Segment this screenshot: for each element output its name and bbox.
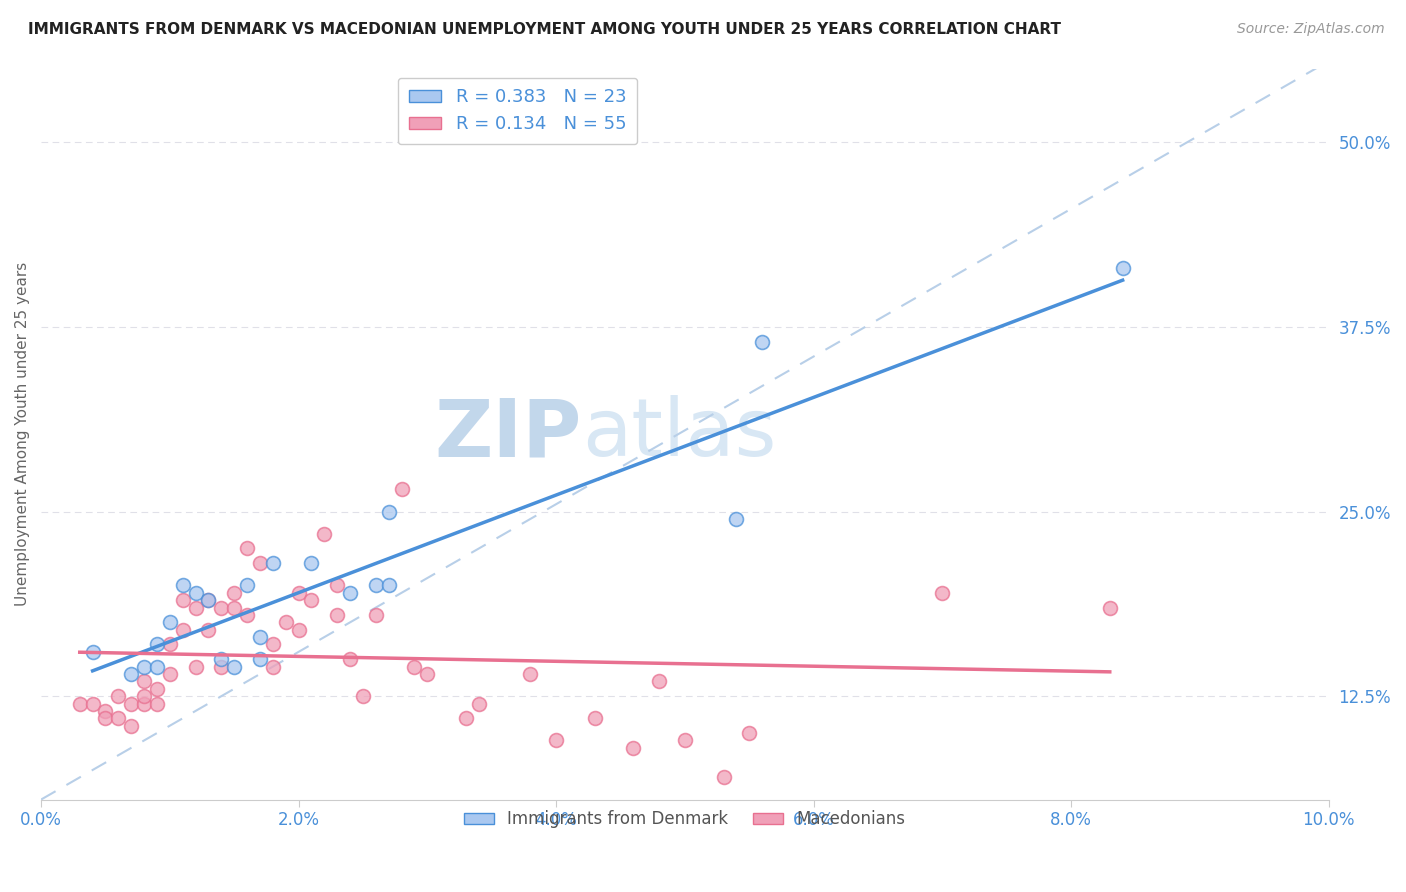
- Point: [197, 593, 219, 607]
- Point: [713, 770, 735, 784]
- Point: [377, 578, 399, 592]
- Point: [184, 586, 207, 600]
- Point: [287, 586, 309, 600]
- Point: [364, 607, 387, 622]
- Point: [468, 697, 491, 711]
- Point: [172, 578, 194, 592]
- Point: [224, 586, 246, 600]
- Point: [262, 637, 284, 651]
- Point: [172, 623, 194, 637]
- Point: [184, 659, 207, 673]
- Point: [94, 704, 117, 718]
- Point: [249, 652, 271, 666]
- Point: [583, 711, 606, 725]
- Point: [519, 667, 541, 681]
- Point: [314, 526, 336, 541]
- Point: [326, 607, 349, 622]
- Point: [94, 711, 117, 725]
- Point: [184, 600, 207, 615]
- Legend: Immigrants from Denmark, Macedonians: Immigrants from Denmark, Macedonians: [457, 804, 912, 835]
- Point: [621, 740, 644, 755]
- Point: [120, 667, 142, 681]
- Point: [262, 556, 284, 570]
- Point: [146, 637, 169, 651]
- Point: [364, 578, 387, 592]
- Point: [416, 667, 439, 681]
- Point: [159, 667, 181, 681]
- Point: [352, 689, 374, 703]
- Point: [120, 697, 142, 711]
- Point: [287, 623, 309, 637]
- Point: [209, 652, 232, 666]
- Point: [339, 652, 361, 666]
- Point: [236, 578, 259, 592]
- Point: [301, 556, 323, 570]
- Point: [454, 711, 477, 725]
- Point: [107, 689, 129, 703]
- Point: [1098, 600, 1121, 615]
- Point: [404, 659, 426, 673]
- Point: [931, 586, 953, 600]
- Point: [132, 689, 155, 703]
- Point: [224, 659, 246, 673]
- Point: [146, 659, 169, 673]
- Point: [146, 697, 169, 711]
- Point: [725, 512, 748, 526]
- Point: [648, 674, 671, 689]
- Point: [209, 659, 232, 673]
- Point: [326, 578, 349, 592]
- Point: [159, 615, 181, 630]
- Point: [236, 541, 259, 556]
- Point: [159, 637, 181, 651]
- Point: [301, 593, 323, 607]
- Point: [172, 593, 194, 607]
- Point: [274, 615, 297, 630]
- Point: [262, 659, 284, 673]
- Text: atlas: atlas: [582, 395, 776, 473]
- Point: [1111, 260, 1133, 275]
- Point: [146, 681, 169, 696]
- Point: [546, 733, 568, 747]
- Point: [197, 623, 219, 637]
- Y-axis label: Unemployment Among Youth under 25 years: Unemployment Among Youth under 25 years: [15, 262, 30, 607]
- Point: [249, 556, 271, 570]
- Point: [673, 733, 696, 747]
- Point: [391, 483, 413, 497]
- Point: [69, 697, 91, 711]
- Point: [377, 504, 399, 518]
- Point: [107, 711, 129, 725]
- Text: ZIP: ZIP: [434, 395, 582, 473]
- Point: [339, 586, 361, 600]
- Point: [236, 607, 259, 622]
- Point: [132, 697, 155, 711]
- Text: IMMIGRANTS FROM DENMARK VS MACEDONIAN UNEMPLOYMENT AMONG YOUTH UNDER 25 YEARS CO: IMMIGRANTS FROM DENMARK VS MACEDONIAN UN…: [28, 22, 1062, 37]
- Point: [738, 726, 761, 740]
- Point: [224, 600, 246, 615]
- Point: [132, 674, 155, 689]
- Text: Source: ZipAtlas.com: Source: ZipAtlas.com: [1237, 22, 1385, 37]
- Point: [120, 719, 142, 733]
- Point: [132, 659, 155, 673]
- Point: [751, 334, 773, 349]
- Point: [197, 593, 219, 607]
- Point: [209, 600, 232, 615]
- Point: [82, 645, 104, 659]
- Point: [249, 630, 271, 644]
- Point: [82, 697, 104, 711]
